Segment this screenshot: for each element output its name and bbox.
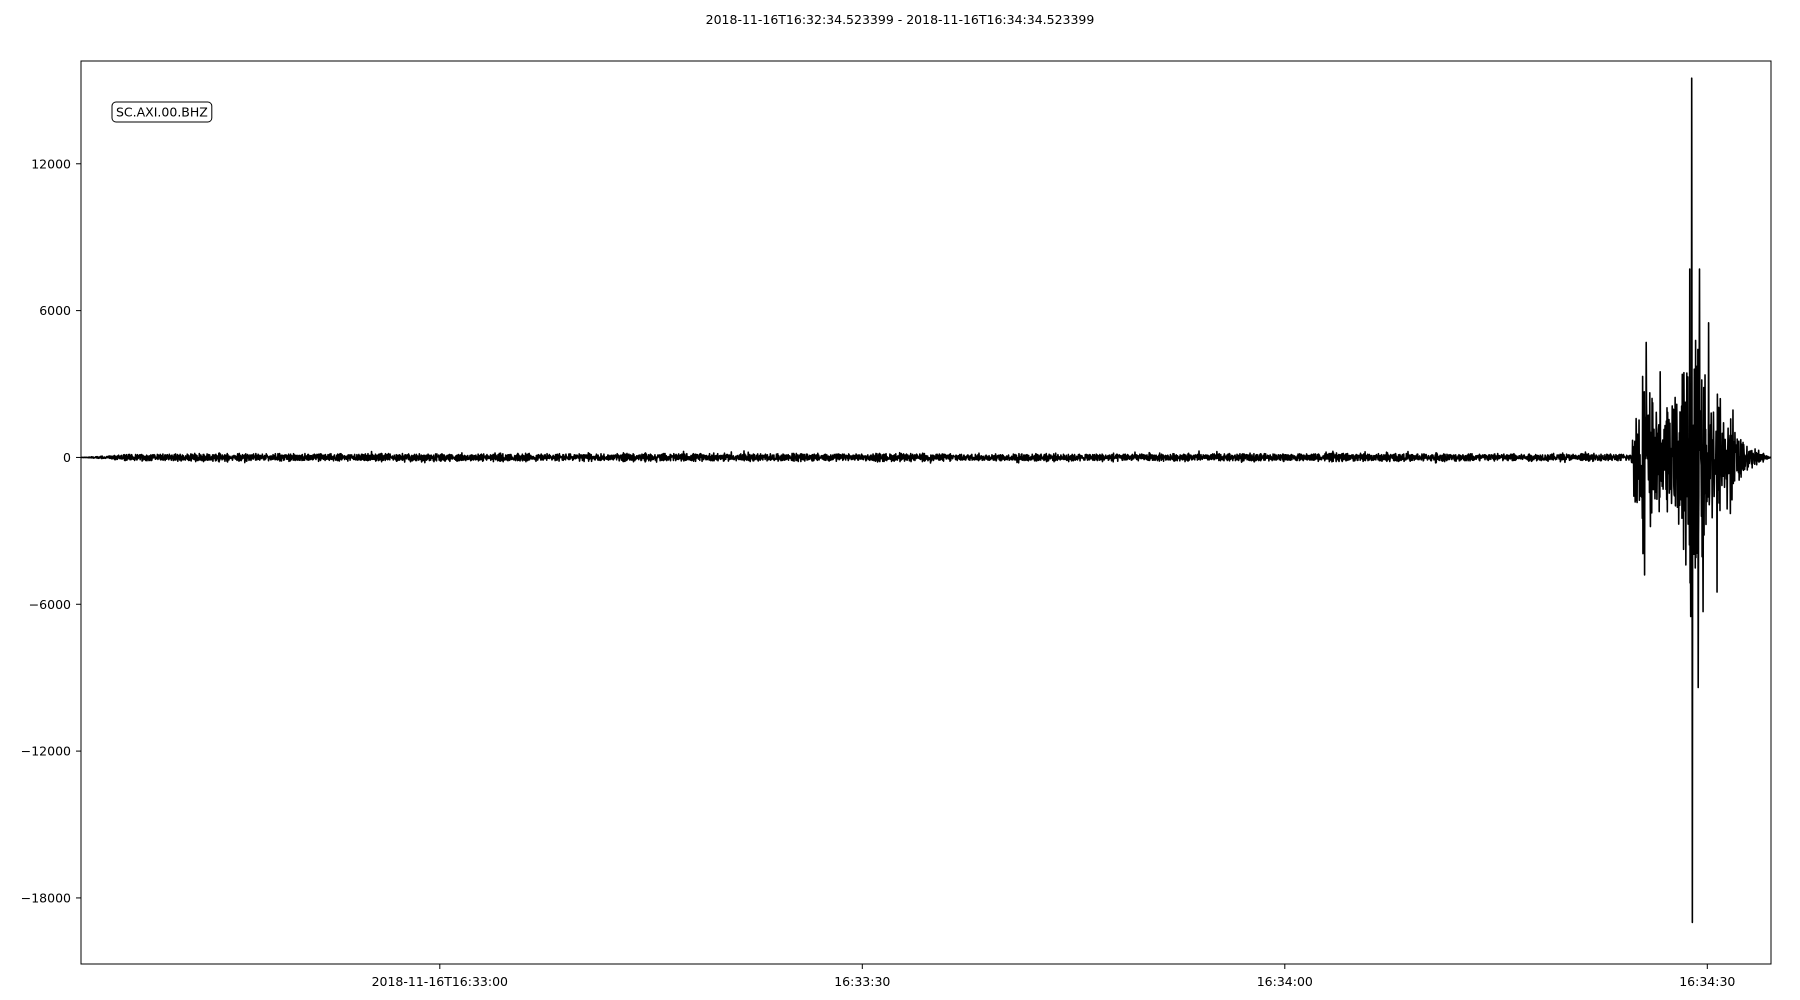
waveform-trace bbox=[80, 77, 1772, 924]
x-axis: 2018-11-16T16:33:00 16:33:30 16:34:00 16:34… bbox=[372, 964, 1735, 989]
legend: SC.AXI.00.BHZ bbox=[111, 101, 213, 123]
y-tick-label: 6000 bbox=[39, 303, 71, 318]
y-tick-label: 12000 bbox=[31, 156, 71, 171]
trace-id-label: SC.AXI.00.BHZ bbox=[116, 105, 208, 120]
y-tick-label: 0 bbox=[63, 450, 71, 465]
x-tick-label: 16:34:00 bbox=[1257, 974, 1313, 989]
y-tick-label: −18000 bbox=[21, 890, 71, 905]
y-axis: 12000 6000 0 −6000 −12000 −18000 bbox=[21, 156, 81, 905]
y-tick-label: −6000 bbox=[29, 597, 71, 612]
trace-layer bbox=[80, 77, 1772, 924]
x-tick-label: 16:33:30 bbox=[834, 974, 890, 989]
x-tick-label: 2018-11-16T16:33:00 bbox=[372, 974, 508, 989]
plot-frame bbox=[80, 60, 1772, 965]
y-tick-label: −12000 bbox=[21, 744, 71, 759]
trace-id-box bbox=[111, 101, 213, 123]
x-tick-label: 16:34:30 bbox=[1679, 974, 1735, 989]
chart-title: 2018-11-16T16:32:34.523399 - 2018-11-16T… bbox=[706, 12, 1095, 27]
